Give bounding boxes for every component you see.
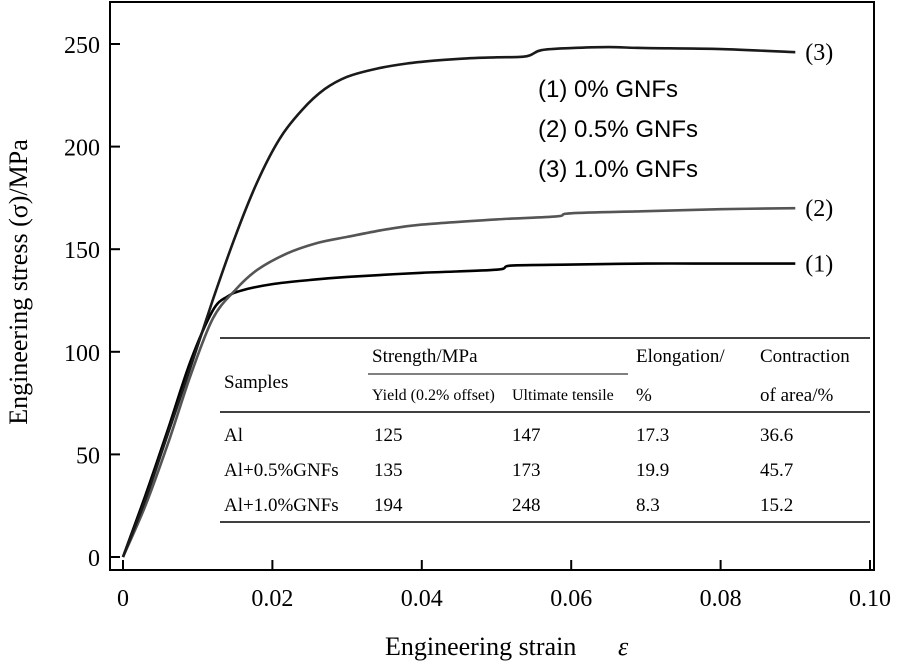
table-cell-sample: Al+1.0%GNFs	[224, 495, 339, 516]
table-cell-contraction: 15.2	[760, 495, 793, 516]
series-layer	[121, 45, 796, 558]
series-line-3	[121, 45, 796, 558]
y-tick-label: 0	[88, 546, 100, 572]
table-header-ultimate: Ultimate tensile	[512, 387, 614, 404]
series-line-2	[121, 206, 796, 558]
series-end-label-1: (1)	[805, 252, 833, 278]
table-cell-contraction: 36.6	[760, 425, 793, 446]
x-axis-title: Engineering strain	[385, 632, 576, 661]
legend-item-2: (2) 0.5% GNFs	[538, 116, 698, 143]
table-header-samples: Samples	[224, 372, 288, 393]
y-tick-label: 250	[64, 33, 100, 59]
plot-frame	[109, 1, 875, 571]
y-tick-label: 200	[64, 136, 100, 162]
x-axis-symbol: ε	[618, 632, 629, 661]
x-tick-label: 0	[117, 586, 129, 612]
table-cell-elongation: 17.3	[636, 425, 669, 446]
x-tick-label: 0.10	[849, 586, 891, 612]
table-cell-sample: Al	[224, 425, 243, 446]
table-cell-yield: 194	[374, 495, 403, 516]
axis-ticks: 0 0.02 0.04 0.06 0.08 0.10 0 50 100 150 200 250	[64, 33, 891, 612]
table-cell-ultimate: 248	[512, 495, 541, 516]
table-header-yield: Yield (0.2% offset)	[372, 387, 495, 404]
table-header-contraction: Contraction	[760, 346, 850, 367]
table-cell-ultimate: 147	[512, 425, 541, 446]
table-cell-ultimate: 173	[512, 460, 541, 481]
x-tick-label: 0.08	[700, 586, 742, 612]
table-cell-elongation: 19.9	[636, 460, 669, 481]
table-cell-elongation: 8.3	[636, 495, 660, 516]
properties-table: Samples Strength/MPa Yield (0.2% offset)…	[214, 330, 871, 530]
table-header-contraction-unit: of area/%	[760, 385, 833, 406]
legend-item-3: (3) 1.0% GNFs	[538, 156, 698, 183]
table-cell-yield: 125	[374, 425, 403, 446]
y-tick-label: 100	[64, 341, 100, 367]
table-header-elongation: Elongation/	[636, 346, 725, 367]
y-tick-label: 50	[76, 443, 100, 469]
y-tick-label: 150	[64, 238, 100, 264]
table-cell-sample: Al+0.5%GNFs	[224, 460, 339, 481]
x-tick-label: 0.06	[550, 586, 592, 612]
table-background	[214, 330, 871, 530]
series-end-labels: (1) (2) (3)	[805, 40, 833, 277]
x-tick-label: 0.02	[251, 586, 293, 612]
table-cell-contraction: 45.7	[760, 460, 793, 481]
legend: (1) 0% GNFs (2) 0.5% GNFs (3) 1.0% GNFs	[538, 76, 698, 183]
series-end-label-2: (2)	[805, 196, 833, 222]
table-header-strength: Strength/MPa	[372, 346, 478, 367]
y-axis-title: Engineering stress (σ)/MPa	[4, 139, 33, 425]
series-end-label-3: (3)	[805, 40, 833, 66]
legend-item-1: (1) 0% GNFs	[538, 76, 678, 103]
table-cell-yield: 135	[374, 460, 403, 481]
series-line-1	[121, 262, 796, 558]
x-tick-label: 0.04	[401, 586, 443, 612]
table-header-elongation-unit: %	[636, 385, 652, 406]
